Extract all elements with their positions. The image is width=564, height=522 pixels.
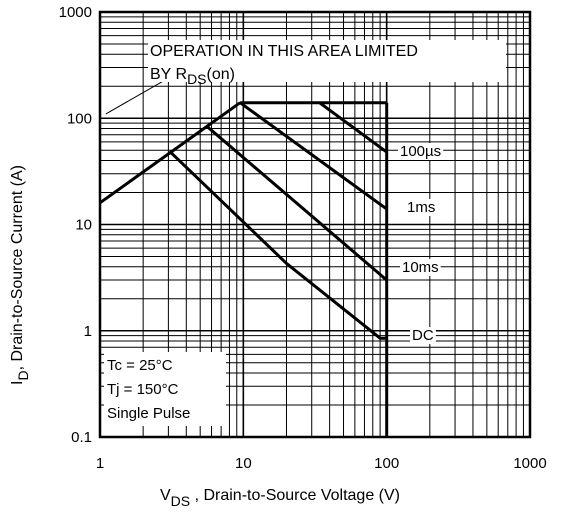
y-axis-label-sub: D: [15, 370, 31, 380]
label-100us-background: [398, 143, 444, 160]
x-tick-label: 100: [374, 455, 399, 472]
y-tick-labels: 1000 100 10 1 0.1: [59, 4, 92, 446]
label-dc: DC: [412, 327, 434, 344]
label-dc-background: [410, 327, 436, 344]
x-axis-label-rest: , Drain-to-Source Voltage (V): [190, 487, 400, 504]
y-tick-label: 10: [75, 217, 92, 234]
conditions-background: [104, 352, 226, 426]
limit-text-line2-suffix: (on): [207, 66, 235, 83]
condition-tj: Tj = 150°C: [107, 381, 179, 398]
y-tick-label: 100: [67, 110, 92, 127]
y-axis-label: ID, Drain-to-Source Current (A): [9, 165, 31, 385]
limit-text-line1: OPERATION IN THIS AREA LIMITED: [150, 43, 418, 60]
x-axis-label-main: V: [160, 487, 171, 504]
plot-frame: [98, 10, 532, 439]
rds-on-annotation: OPERATION IN THIS AREA LIMITED BY RDS(on…: [148, 40, 506, 87]
label-1ms-background: [405, 199, 438, 216]
condition-pulse: Single Pulse: [107, 405, 190, 422]
y-axis-label-rest: , Drain-to-Source Current (A): [9, 165, 26, 370]
x-tick-label: 1000: [513, 455, 546, 472]
x-tick-label: 1: [96, 455, 104, 472]
x-axis-label: VDS , Drain-to-Source Voltage (V): [160, 487, 400, 509]
label-1ms: 1ms: [407, 199, 435, 216]
series-labels: 100µs 1ms 10ms DC: [398, 143, 444, 344]
conditions-annotation: Tc = 25°C Tj = 150°C Single Pulse: [104, 352, 226, 426]
curve-100us: [318, 101, 388, 154]
x-axis-label-sub: DS: [171, 493, 190, 509]
annotation-background: [148, 40, 506, 82]
curve-dc: [169, 151, 387, 340]
limit-text-line2-prefix: BY R: [150, 66, 187, 83]
label-10ms: 10ms: [402, 259, 439, 276]
y-axis-label-main: I: [9, 381, 26, 385]
label-100us: 100µs: [400, 143, 441, 160]
condition-tc: Tc = 25°C: [107, 357, 173, 374]
x-tick-labels: 1 10 100 1000: [96, 455, 547, 472]
x-tick-label: 10: [235, 455, 252, 472]
y-tick-label: 0.1: [71, 429, 92, 446]
curve-1ms: [239, 101, 388, 211]
label-10ms-background: [400, 259, 441, 276]
limit-text-line2-sub: DS: [187, 71, 206, 87]
limit-text-line2: BY RDS(on): [150, 66, 235, 87]
y-tick-label: 1: [84, 323, 92, 340]
curve-10ms: [205, 124, 388, 282]
y-tick-label: 1000: [59, 4, 92, 21]
